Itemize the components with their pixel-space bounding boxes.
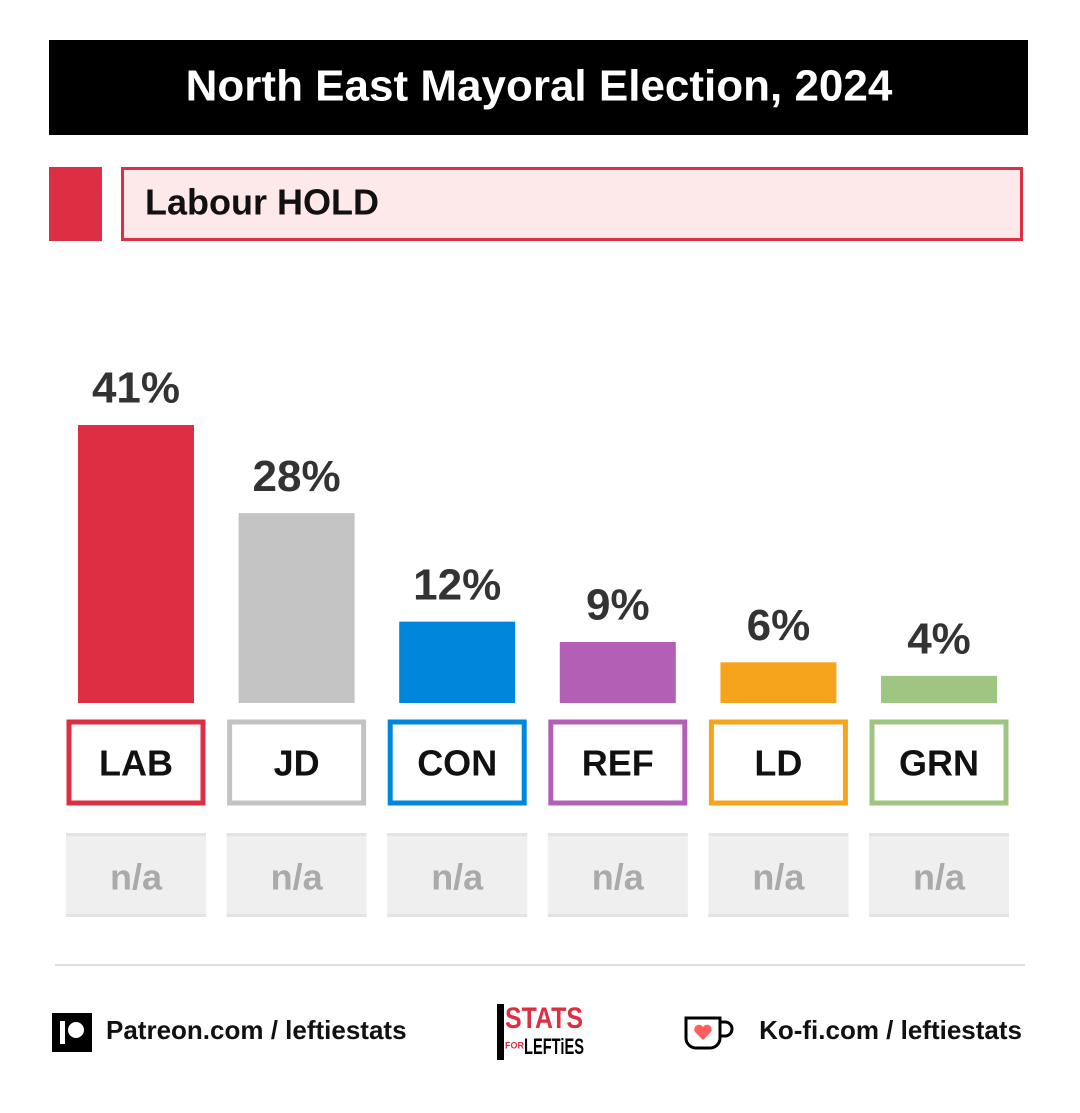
x-tick-label: REF xyxy=(582,743,654,784)
x-tick-label: GRN xyxy=(899,743,979,784)
change-box-edge xyxy=(869,833,1009,836)
logo-text: STATS xyxy=(505,1002,583,1035)
change-label: n/a xyxy=(752,857,805,898)
category-box xyxy=(869,719,1009,806)
x-tick-label: LD xyxy=(754,743,802,784)
chart-title: North East Mayoral Election, 2024 xyxy=(186,62,893,111)
bar xyxy=(720,662,837,703)
category-box xyxy=(548,719,688,806)
change-box-edge xyxy=(547,914,688,917)
change-label: n/a xyxy=(271,857,324,898)
x-tick-label: JD xyxy=(274,743,320,784)
value-label: 9% xyxy=(586,581,650,630)
change-box-edge xyxy=(708,833,849,836)
result-box xyxy=(121,167,1023,241)
change-box xyxy=(226,833,367,917)
bar xyxy=(559,641,676,703)
bar xyxy=(399,621,516,703)
logo-text: LEFTiES xyxy=(524,1034,584,1059)
title-bar xyxy=(49,40,1028,135)
x-tick-label: LAB xyxy=(99,743,173,784)
change-box-edge xyxy=(547,833,688,836)
patreon-icon xyxy=(52,1013,92,1052)
logo: STATS FOR LEFTiES xyxy=(497,1002,584,1060)
value-label: 4% xyxy=(907,615,971,664)
result-swatch xyxy=(49,167,102,241)
change-box-edge xyxy=(66,833,206,836)
change-box-edge xyxy=(708,914,849,917)
bar xyxy=(238,513,355,703)
change-box xyxy=(708,833,849,917)
bar xyxy=(881,675,997,703)
category-box xyxy=(227,719,367,806)
category-box xyxy=(708,719,848,806)
result-text: Labour HOLD xyxy=(145,182,379,223)
change-label: n/a xyxy=(110,857,163,898)
x-tick-label: CON xyxy=(417,743,497,784)
change-box xyxy=(387,833,528,917)
logo-text: FOR xyxy=(505,1040,524,1050)
value-label: 12% xyxy=(413,560,501,609)
change-box-edge xyxy=(387,833,528,836)
category-box xyxy=(387,719,527,806)
change-box-edge xyxy=(387,914,528,917)
change-label: n/a xyxy=(913,857,966,898)
value-label: 6% xyxy=(747,601,811,650)
change-box-edge xyxy=(226,914,367,917)
value-label: 28% xyxy=(253,452,341,501)
change-box xyxy=(66,833,206,917)
change-box xyxy=(869,833,1009,917)
change-box xyxy=(547,833,688,917)
change-box-edge xyxy=(869,914,1009,917)
change-box-edge xyxy=(66,914,206,917)
bar xyxy=(78,425,194,703)
change-box-edge xyxy=(226,833,367,836)
value-label: 41% xyxy=(92,364,180,413)
change-label: n/a xyxy=(592,857,645,898)
footer-right: Ko-fi.com / leftiestats xyxy=(759,1015,1022,1045)
change-label: n/a xyxy=(431,857,484,898)
kofi-icon xyxy=(684,1016,734,1050)
footer-left: Patreon.com / leftiestats xyxy=(106,1015,407,1045)
category-box xyxy=(66,719,206,806)
